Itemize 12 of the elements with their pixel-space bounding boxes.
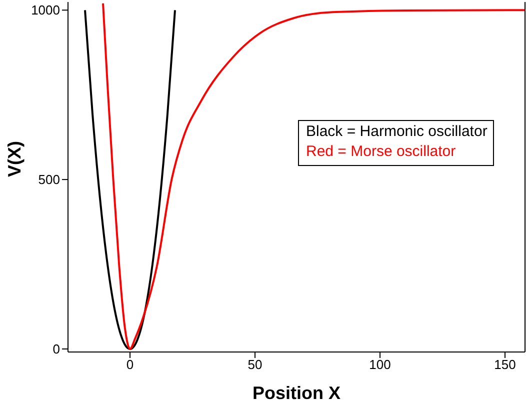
x-tick-label: 100 (369, 357, 391, 372)
x-axis-title: Position X (252, 383, 341, 403)
annotation: Red = Morse oscillator (306, 142, 457, 162)
y-tick-label: 0 (52, 342, 60, 357)
x-tick-label: 0 (126, 357, 134, 372)
line-series (102, 2, 525, 350)
y-axis-title: V(X) (4, 140, 24, 177)
y-tick-label: 500 (38, 172, 60, 188)
x-tick-label: 150 (494, 357, 516, 372)
y-tick-label: 1000 (31, 2, 60, 18)
annotation: Black = Harmonic oscillator (306, 122, 488, 142)
x-tick-label: 50 (248, 357, 262, 372)
